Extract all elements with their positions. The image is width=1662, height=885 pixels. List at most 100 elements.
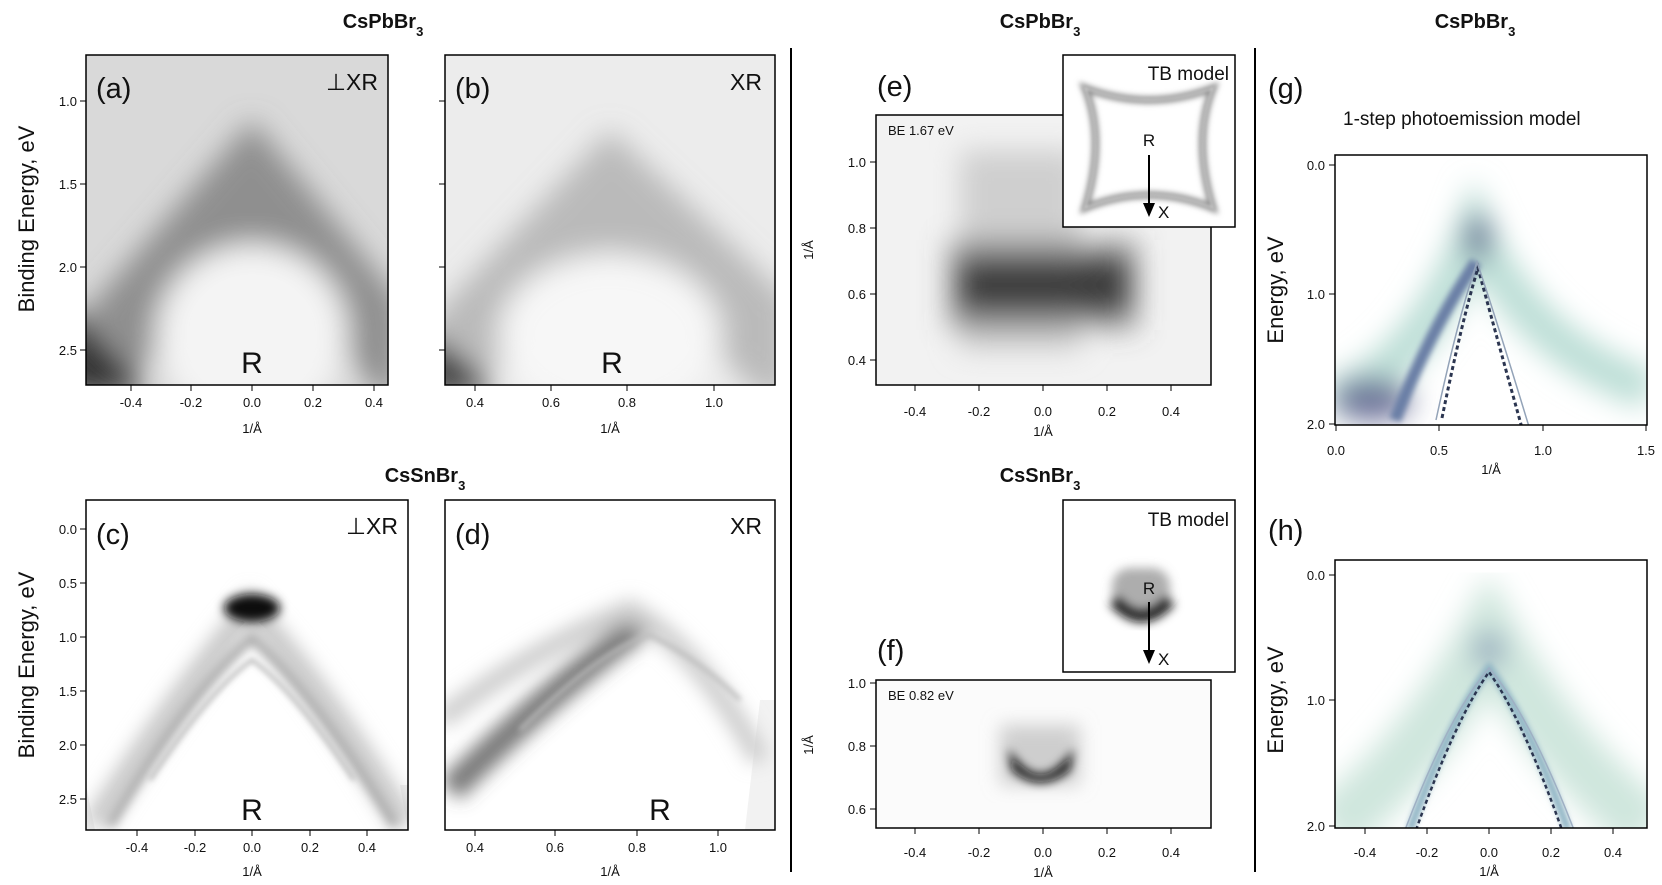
title-left-bottom: CsSnBr3 [385,465,466,493]
svg-text:1.5: 1.5 [59,177,77,192]
svg-text:2.0: 2.0 [59,738,77,753]
panel-g-label: (g) [1268,73,1303,105]
panel-a-label: (a) [96,73,131,105]
panel-a-point-r: R [241,347,263,380]
svg-text:2.0: 2.0 [1307,417,1325,432]
svg-text:0.8: 0.8 [628,840,646,855]
svg-text:0.4: 0.4 [466,395,484,410]
svg-text:-0.2: -0.2 [1416,845,1438,860]
svg-text:1.0: 1.0 [59,94,77,109]
svg-text:-0.4: -0.4 [1354,845,1376,860]
svg-text:2.0: 2.0 [59,260,77,275]
svg-text:0.5: 0.5 [59,576,77,591]
panel-e-ylabel: 1/Å [801,240,816,260]
panel-h-label: (h) [1268,515,1303,547]
svg-text:2.5: 2.5 [59,792,77,807]
panel-f-ylabel: 1/Å [801,735,816,755]
svg-text:0.0: 0.0 [1034,404,1052,419]
svg-text:0.6: 0.6 [542,395,560,410]
panel-h-xlabel: 1/Å [1479,864,1499,879]
panel-b-point-r: R [601,347,623,380]
svg-text:1.0: 1.0 [1307,693,1325,708]
svg-text:2.0: 2.0 [1307,819,1325,834]
panel-d-label: (d) [455,519,490,551]
svg-text:0.8: 0.8 [848,221,866,236]
svg-text:0.5: 0.5 [1430,443,1448,458]
panel-h: (h) Energy, eV 0.0 1.0 2.0 -0.4 -0.2 0.0… [1263,515,1648,879]
svg-text:0.4: 0.4 [1162,845,1180,860]
svg-text:-0.4: -0.4 [904,404,926,419]
panel-g-note: 1-step photoemission model [1343,109,1581,130]
title-mid-bottom: CsSnBr3 [1000,465,1081,493]
svg-text:0.0: 0.0 [1307,568,1325,583]
svg-text:0.6: 0.6 [848,802,866,817]
svg-text:0.0: 0.0 [243,395,261,410]
panel-d-corner-label: XR [730,513,762,539]
panel-f-xlabel: 1/Å [1033,865,1053,880]
panel-e-inset-title: TB model [1148,64,1229,85]
svg-text:-0.2: -0.2 [184,840,206,855]
svg-text:0.4: 0.4 [848,353,866,368]
svg-text:-0.2: -0.2 [968,404,990,419]
svg-text:0.2: 0.2 [301,840,319,855]
svg-text:-0.4: -0.4 [904,845,926,860]
panel-f: BE 0.82 eV (f) 1/Å 1.0 0.8 0.6 -0.4 -0.2… [801,499,1236,880]
panel-a-xlabel: 1/Å [242,421,262,436]
panel-e-inset-r: R [1143,131,1155,150]
title-mid-top: CsPbBr3 [1000,11,1081,39]
panel-a: (a) ⊥XR R Binding Energy, eV 1.0 1.5 2.0… [14,54,389,436]
panel-c-xticks: -0.4 -0.2 0.0 0.2 0.4 [126,830,376,855]
panel-f-be-label: BE 0.82 eV [888,688,954,703]
svg-text:-0.4: -0.4 [126,840,148,855]
svg-text:-0.2: -0.2 [180,395,202,410]
svg-text:0.0: 0.0 [1480,845,1498,860]
svg-text:0.0: 0.0 [243,840,261,855]
panel-b-xlabel: 1/Å [600,421,620,436]
panel-d-point-r: R [649,794,671,827]
svg-text:1.0: 1.0 [59,630,77,645]
svg-text:-0.2: -0.2 [968,845,990,860]
panel-e: BE 1.67 eV (e) 1/Å 1.0 0.8 0.6 0.4 -0.4 … [801,54,1236,439]
svg-text:1.5: 1.5 [59,684,77,699]
svg-text:0.0: 0.0 [59,522,77,537]
svg-text:0.2: 0.2 [1098,845,1116,860]
svg-text:1.5: 1.5 [1637,443,1655,458]
panel-a-yticks: 1.0 1.5 2.0 2.5 [59,94,86,358]
panel-d-xticks: 0.4 0.6 0.8 1.0 [466,830,727,855]
arrow-down-icon [1143,650,1155,664]
svg-text:0.4: 0.4 [466,840,484,855]
svg-text:0.8: 0.8 [618,395,636,410]
svg-text:1.0: 1.0 [848,676,866,691]
panel-f-label: (f) [877,635,904,667]
panel-f-inset: TB model R X [1062,499,1236,673]
svg-text:0.6: 0.6 [546,840,564,855]
svg-text:-0.4: -0.4 [120,395,142,410]
panel-b-label: (b) [455,73,490,105]
arrow-down-icon [1143,203,1155,217]
panel-b-xticks: 0.4 0.6 0.8 1.0 [466,385,723,410]
title-left-top: CsPbBr3 [343,11,424,39]
panel-c-xlabel: 1/Å [242,864,262,879]
svg-text:1.0: 1.0 [1307,287,1325,302]
panel-c-point-r: R [241,794,263,827]
panel-g: (g) 1-step photoemission model Energy, e… [1263,73,1655,477]
panel-g-ylabel: Energy, eV [1263,236,1288,344]
svg-text:0.2: 0.2 [304,395,322,410]
svg-text:0.4: 0.4 [1604,845,1622,860]
svg-text:1.0: 1.0 [1534,443,1552,458]
svg-text:1.0: 1.0 [705,395,723,410]
panel-f-inset-r: R [1143,579,1155,598]
panel-g-yticks: 0.0 1.0 2.0 [1307,158,1335,432]
svg-text:1.0: 1.0 [848,155,866,170]
panel-e-inset: TB model R X [1062,54,1236,228]
svg-text:0.0: 0.0 [1307,158,1325,173]
title-right-top: CsPbBr3 [1435,11,1516,39]
panel-f-xticks: -0.4 -0.2 0.0 0.2 0.4 [904,828,1180,860]
svg-text:0.4: 0.4 [365,395,383,410]
panel-g-xlabel: 1/Å [1481,462,1501,477]
panel-f-yticks: 1.0 0.8 0.6 [848,676,876,817]
svg-text:0.4: 0.4 [1162,404,1180,419]
panel-a-ylabel: Binding Energy, eV [14,125,39,312]
panel-c-corner-label: ⊥XR [346,513,398,539]
svg-text:1.0: 1.0 [709,840,727,855]
